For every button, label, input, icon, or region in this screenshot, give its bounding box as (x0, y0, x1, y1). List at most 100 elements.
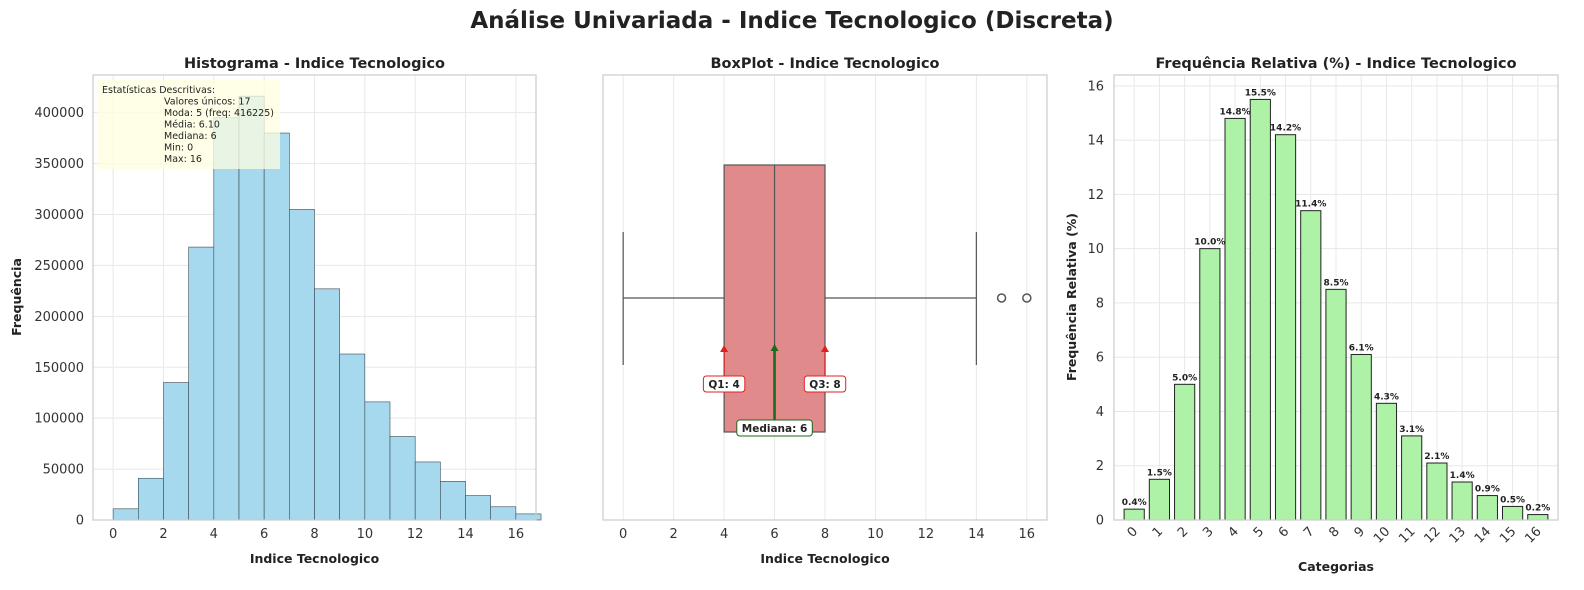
relfreq-bar-label: 0.9% (1475, 485, 1500, 495)
boxplot-x-tick-label: 14 (968, 527, 985, 542)
relfreq-x-tick-label: 2 (1175, 524, 1191, 540)
histogram-x-tick-label: 2 (159, 527, 167, 542)
relfreq-title: Frequência Relativa (%) - Indice Tecnolo… (1155, 56, 1516, 72)
relfreq-x-tick-label: 11 (1396, 524, 1418, 546)
histogram-bar (289, 209, 315, 521)
relfreq-bar (1174, 383, 1196, 521)
relfreq-bar-label: 15.5% (1245, 88, 1276, 98)
histogram-x-tick-label: 6 (260, 527, 268, 542)
histogram-x-tick-label: 8 (310, 527, 318, 542)
q3-label: Q3: 8 (809, 379, 840, 391)
relfreq-bar-label: 11.4% (1295, 200, 1326, 210)
relfreq-x-tick-label: 3 (1200, 524, 1216, 540)
histogram-y-tick-label: 400000 (34, 106, 84, 121)
relfreq-bar (1325, 288, 1347, 521)
boxplot-x-tick-label: 2 (669, 527, 677, 542)
histogram-y-tick-label: 150000 (34, 361, 84, 376)
histogram-bar (490, 506, 517, 521)
histogram-bar (314, 288, 340, 521)
median-label: Mediana: 6 (742, 423, 808, 435)
relfreq-x-tick-label: 10 (1371, 524, 1393, 546)
histogram-bar (515, 513, 542, 521)
histogram-y-label: Frequência (9, 258, 24, 336)
relfreq-bar (1426, 462, 1448, 521)
histogram-bar (465, 495, 491, 521)
q3-arrow-head (821, 345, 829, 352)
relfreq-bars: 0.4% 1.5% 5.0% 10.0% 14.8% 15.5% 14.2% 11.4% 8.5… (1122, 88, 1550, 521)
relfreq-bar-label: 14.2% (1270, 124, 1301, 134)
relfreq-frame (1113, 74, 1559, 521)
relfreq-bar (1375, 402, 1398, 521)
q1-arrow-head (720, 345, 729, 352)
relfreq-x-tick-label: 5 (1251, 524, 1267, 540)
median-label-box (736, 419, 813, 437)
histogram-x-tick-label: 16 (508, 527, 525, 542)
relfreq-bar (1476, 495, 1498, 521)
relfreq-bar-label: 0.4% (1122, 498, 1147, 508)
relfreq-y-tick-label: 6 (1096, 351, 1104, 366)
relfreq-x-tick-label: 6 (1276, 524, 1292, 540)
boxplot-x-tick-label: 12 (918, 527, 935, 542)
relfreq-bar (1401, 435, 1423, 521)
histogram-bar (440, 481, 466, 521)
histogram-x-tick-label: 10 (357, 527, 374, 542)
relfreq-bar-label: 3.1% (1399, 425, 1424, 435)
boxplot-x-tick-label: 0 (619, 527, 627, 542)
boxplot-frame (602, 74, 1048, 521)
relfreq-bar (1451, 481, 1473, 521)
histogram-y-tick-label: 50000 (43, 463, 84, 478)
relfreq-x-tick-label: 1 (1150, 524, 1166, 540)
relfreq-x-tick-label: 9 (1352, 524, 1368, 540)
histogram-bar (213, 117, 240, 521)
relfreq-x-label: Categorias (1298, 559, 1374, 574)
relfreq-bar-label: 8.5% (1324, 278, 1349, 288)
relfreq-y-tick-label: 0 (1096, 514, 1104, 529)
stats-line-min: Min: 0 (164, 143, 193, 154)
histogram-bar (364, 401, 391, 521)
relfreq-bar-label: 4.3% (1374, 392, 1399, 402)
figure-title: Análise Univariada - Indice Tecnologico … (470, 8, 1113, 34)
boxplot-x-tick-label: 6 (770, 527, 778, 542)
boxplot-outlier (996, 293, 1007, 303)
histogram-x-ticks: 0 2 4 6 8 10 12 14 16 (109, 527, 524, 542)
boxplot-annotations: Q1: 4 Q3: 8 Mediana: 6 (702, 344, 847, 437)
relfreq-bar-label: 1.5% (1147, 468, 1172, 478)
q1-label-box (702, 375, 746, 393)
histogram-x-tick-label: 4 (210, 527, 218, 542)
relfreq-bar (1274, 134, 1297, 521)
boxplot-panel: BoxPlot - Indice Tecnologico 0 2 4 6 8 10 12 14… (602, 56, 1048, 566)
relfreq-x-tick-label: 16 (1522, 524, 1544, 546)
histogram-x-label: Indice Tecnologico (250, 551, 380, 566)
histogram-x-tick-label: 14 (457, 527, 474, 542)
boxplot-title: BoxPlot - Indice Tecnologico (710, 56, 939, 72)
relfreq-bar (1249, 98, 1271, 521)
histogram-y-tick-label: 250000 (34, 259, 84, 274)
boxplot-outlier (1022, 293, 1032, 303)
relfreq-x-tick-label: 15 (1497, 524, 1519, 546)
relfreq-bar-label: 10.0% (1194, 238, 1225, 248)
q1-label: Q1: 4 (708, 379, 739, 391)
relfreq-y-tick-label: 16 (1087, 79, 1104, 94)
histogram-frame (92, 74, 537, 521)
stats-box: Estatísticas Descritivas: Valores únicos… (97, 80, 280, 169)
boxplot-x-tick-label: 16 (1019, 527, 1036, 542)
histogram-bar (163, 382, 189, 521)
stats-title: Estatísticas Descritivas: (102, 85, 215, 96)
histogram-y-tick-label: 200000 (34, 310, 84, 325)
relfreq-bar (1199, 248, 1221, 521)
relfreq-y-tick-label: 14 (1087, 134, 1104, 149)
relfreq-x-tick-label: 12 (1421, 524, 1443, 546)
relfreq-bar-label: 0.2% (1525, 504, 1550, 514)
relfreq-bar (1123, 508, 1145, 521)
relfreq-x-tick-label: 0 (1125, 524, 1141, 540)
relfreq-y-tick-label: 10 (1087, 242, 1104, 257)
histogram-bar (138, 477, 164, 521)
histogram-title: Histograma - Indice Tecnologico (184, 56, 445, 72)
relfreq-y-label: Frequência Relativa (%) (1064, 213, 1079, 381)
boxplot-x-tick-label: 4 (720, 527, 728, 542)
stats-line-mean: Média: 6.10 (164, 120, 220, 131)
q3-label-box (803, 375, 847, 393)
relfreq-x-ticks: 0 1 2 3 4 5 6 7 8 9 10 11 12 13 14 15 16 (1125, 524, 1545, 546)
relfreq-bar (1300, 210, 1322, 521)
